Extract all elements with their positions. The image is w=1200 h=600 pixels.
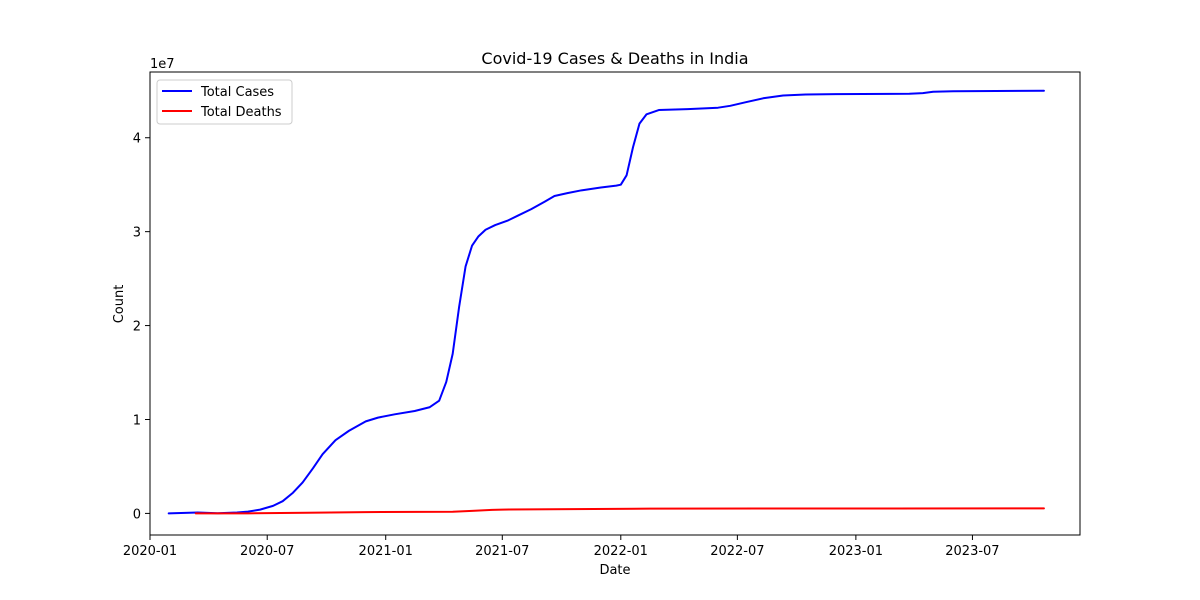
legend: Total Cases Total Deaths (156, 79, 293, 125)
x-tick-label: 2020-01 (123, 544, 177, 559)
ticks-layer: 2020-01 2020-07 2021-01 2021-07 2022-01 2022-… (123, 132, 1000, 559)
series-layer (167, 89, 1045, 515)
plot-frame (149, 71, 1081, 536)
y-tick-label: 4 (133, 132, 141, 147)
y-tick-label: 2 (133, 320, 141, 335)
x-tick-label: 2021-01 (359, 544, 413, 559)
x-tick-label: 2020-07 (240, 544, 294, 559)
x-tick-label: 2021-07 (475, 544, 529, 559)
y-tick-label: 3 (133, 226, 141, 241)
y-tick-label: 0 (133, 507, 141, 522)
x-tick-label: 2022-01 (594, 544, 648, 559)
chart-title: Covid-19 Cases & Deaths in India (481, 49, 748, 68)
legend-label-total-deaths: Total Deaths (200, 105, 282, 120)
x-tick-label: 2023-01 (829, 544, 883, 559)
x-tick-label: 2023-07 (945, 544, 999, 559)
axes-layer (149, 71, 1081, 536)
y-axis-label: Count (112, 285, 127, 324)
series-line-total-deaths (194, 507, 1045, 515)
legend-label-total-cases: Total Cases (200, 85, 274, 100)
x-tick-label: 2022-07 (710, 544, 764, 559)
x-axis-label: Date (599, 563, 630, 578)
series-line-total-cases (167, 89, 1045, 515)
y-axis-offset-label: 1e7 (150, 57, 175, 72)
y-tick-label: 1 (133, 413, 141, 428)
